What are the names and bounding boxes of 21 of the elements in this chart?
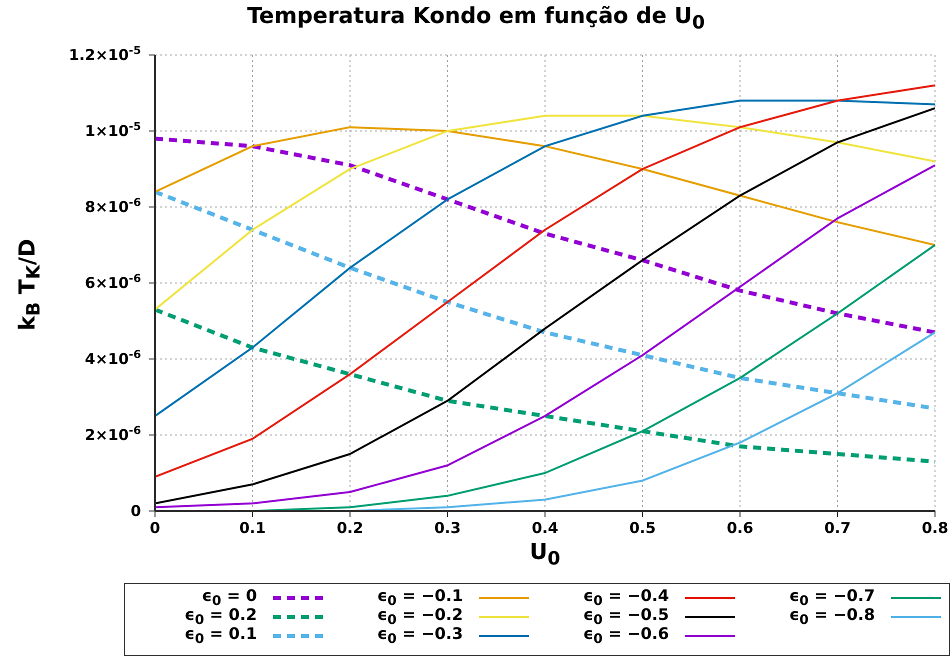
x-tick-label: 0.3 [434, 519, 461, 537]
chart-title: Temperatura Kondo em função de U$_{0}$ [246, 4, 706, 34]
y-tick-label: 0 [130, 502, 141, 520]
y-tick-label: 2×10$^{-6}$ [84, 424, 142, 444]
x-tick-label: 0.7 [824, 519, 851, 537]
x-tick-label: 0 [150, 519, 160, 537]
line-series [155, 126, 935, 246]
line-series [155, 114, 935, 311]
y-tick-label: 4×10$^{-6}$ [84, 348, 142, 368]
y-tick-label: 1.2×10$^{-5}$ [68, 44, 141, 64]
x-axis-title: U$_{0}$ [528, 540, 562, 570]
x-tick-label: 0.6 [726, 519, 754, 537]
x-tick-label: 0.8 [922, 519, 948, 537]
y-tick-label: 8×10$^{-6}$ [84, 196, 142, 216]
x-tick-label: 0.4 [532, 519, 558, 537]
line-series [155, 100, 935, 417]
x-tick-label: 0.2 [336, 519, 364, 537]
y-tick-label: 1×10$^{-5}$ [84, 120, 141, 140]
y-tick-label: 6×10$^{-6}$ [84, 272, 142, 292]
x-tick-label: 0.5 [629, 519, 656, 537]
x-tick-label: 0.1 [239, 519, 266, 537]
